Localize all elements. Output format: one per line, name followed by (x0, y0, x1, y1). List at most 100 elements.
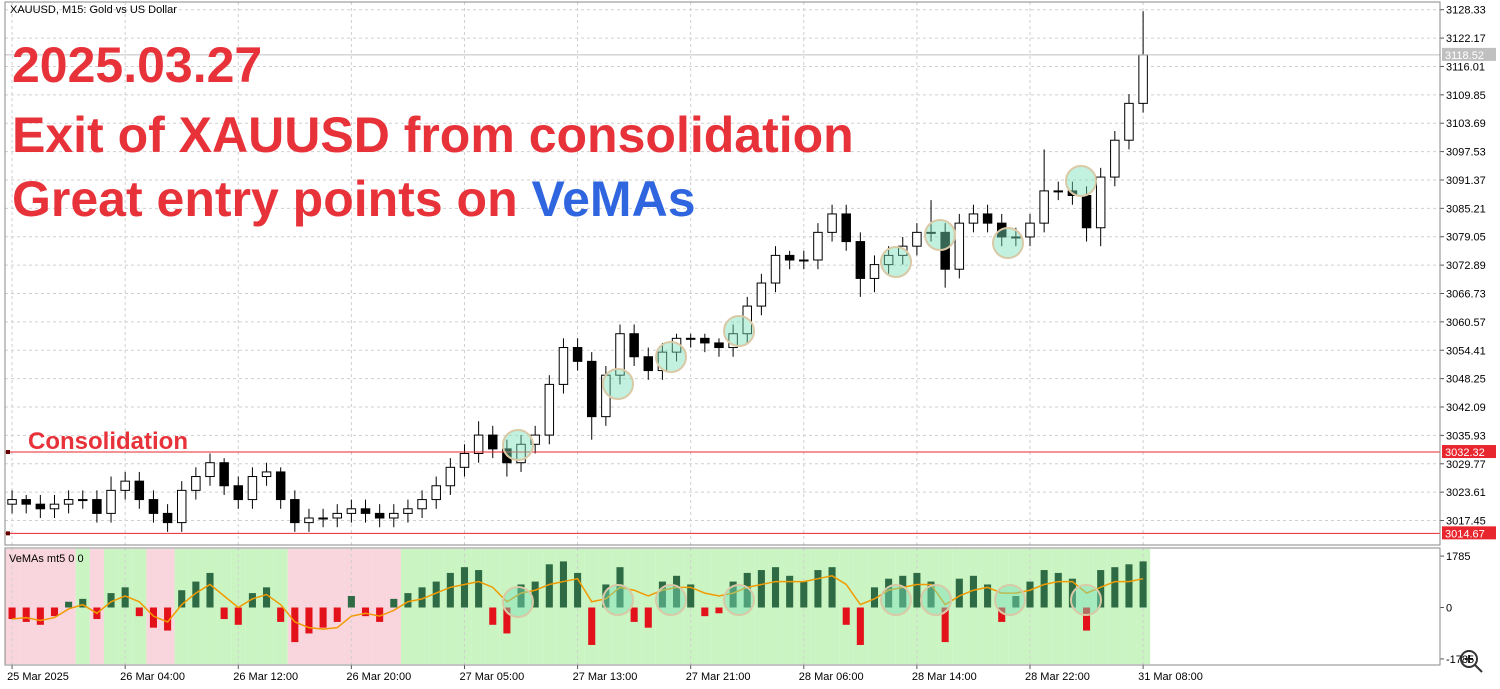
main-frame (4, 1, 1441, 546)
candle-body (63, 499, 74, 505)
x-tick-label: 27 Mar 05:00 (459, 671, 524, 683)
histogram-bar (404, 593, 412, 608)
histogram-bar (1083, 607, 1091, 631)
zone-band (19, 549, 34, 664)
y-tick-label: 3054.41 (1446, 345, 1486, 357)
histogram-bar (545, 564, 553, 608)
histogram-bar (50, 607, 59, 617)
level-label-bg (1442, 445, 1496, 459)
histogram-bar (489, 607, 497, 625)
candle-body (657, 351, 668, 372)
entry-circle (994, 584, 1026, 616)
candle-body (883, 254, 894, 266)
histogram-bar (602, 584, 610, 608)
entry-circles (502, 165, 1102, 618)
candle-body (233, 485, 244, 501)
candle-body (488, 434, 498, 450)
candle-body (530, 434, 540, 445)
candle-body (827, 213, 837, 233)
candle-body (318, 517, 328, 520)
zone-band (499, 549, 514, 664)
y-tick-label: 3072.89 (1446, 260, 1486, 272)
candle-body (516, 443, 526, 464)
candle-body (1039, 190, 1049, 224)
histogram-bar (969, 575, 977, 608)
candle-body (176, 489, 187, 524)
entry-circle (880, 584, 912, 616)
entry-circle (1065, 165, 1097, 197)
candle-body (35, 503, 46, 510)
histogram-bar (913, 572, 921, 608)
annotation: Consolidation (28, 428, 188, 455)
x-tick-label: 27 Mar 13:00 (573, 671, 638, 683)
y-tick-label: 3023.61 (1446, 487, 1486, 499)
candle-body (473, 434, 484, 455)
candle-body (275, 471, 286, 501)
candle-body (431, 485, 441, 501)
zone-band (273, 549, 288, 664)
candle-body (982, 213, 993, 224)
zone-band (217, 549, 232, 664)
symbol-label: XAUUSD, M15: Gold vs US Dollar (10, 4, 177, 16)
histogram-bar (149, 607, 157, 628)
candle-body (1081, 195, 1092, 229)
candle-body (728, 333, 738, 349)
zone-band (372, 549, 387, 664)
zone-band (485, 549, 500, 664)
x-tick-label: 28 Mar 06:00 (799, 671, 864, 683)
zoom-icon[interactable] (1460, 650, 1483, 673)
histogram-bar (743, 572, 751, 608)
grid (5, 2, 1444, 669)
candle-body (205, 462, 215, 478)
candle-body (162, 512, 173, 524)
entry-circle (1070, 584, 1102, 616)
y-tick-label: 3091.37 (1446, 175, 1486, 187)
marks (5, 11, 1440, 645)
histogram-bar (757, 570, 765, 608)
y-tick-label: 3017.45 (1446, 516, 1486, 528)
histogram-bar (800, 581, 808, 608)
histogram-bar (701, 607, 709, 617)
histogram-bar (503, 607, 511, 634)
title-highlight: VeMAs (532, 171, 696, 227)
histogram-bar (418, 587, 426, 608)
histogram-bar (885, 578, 893, 608)
histogram-bar (1139, 561, 1147, 608)
entry-circle (924, 219, 956, 251)
candle-body (700, 337, 710, 344)
zone-band (89, 549, 104, 664)
candle-body (586, 360, 597, 418)
candle-body (191, 476, 201, 491)
entry-circle (655, 341, 687, 373)
indicator-label: VeMAs mt5 0 0 (9, 553, 84, 565)
histogram-bar (687, 584, 695, 608)
candle-body (134, 480, 145, 501)
histogram-bar (771, 567, 780, 608)
histogram-bar (248, 593, 256, 608)
candle-body (841, 213, 851, 243)
candle-body (1110, 139, 1120, 178)
y-tick-label: 3128.33 (1446, 5, 1486, 17)
histogram-bar (446, 572, 454, 608)
candle-body (643, 356, 654, 372)
zone-band (33, 549, 48, 664)
zone-band (146, 549, 161, 664)
y-tick-label: 3035.93 (1446, 430, 1486, 442)
zone-band (47, 549, 62, 664)
entry-circle (655, 584, 687, 616)
candle-body (290, 499, 300, 524)
entry-circle (920, 584, 952, 616)
histogram-bar (644, 607, 652, 628)
y-tick-label: 0 (1446, 603, 1452, 615)
candle-body (685, 337, 696, 340)
entry-circle (880, 246, 912, 278)
candle-body (78, 499, 88, 502)
histogram-bar (1111, 567, 1119, 608)
level-label: 3032.32 (1445, 447, 1485, 459)
histogram-bar (206, 572, 214, 608)
histogram-bar (263, 587, 271, 608)
level-handle (6, 531, 10, 536)
histogram-bar (1097, 570, 1105, 608)
entry-circle (602, 368, 634, 400)
histogram-bar (1054, 572, 1062, 608)
